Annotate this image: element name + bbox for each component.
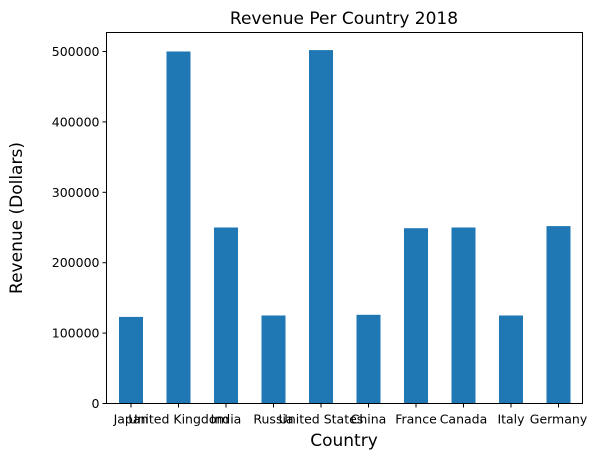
y-tick-label: 400000 [52,114,100,129]
y-axis-title: Revenue (Dollars) [7,142,27,294]
y-axis-ticks: 0 100000 200000 300000 400000 500000 [52,44,107,411]
x-tick-label: United States [279,412,364,427]
y-tick-label: 500000 [52,44,100,59]
bar-russia [261,315,286,404]
y-tick-label: 100000 [52,326,100,341]
x-tick-label: France [395,412,437,427]
bar-japan [119,316,143,404]
chart-title: Revenue Per Country 2018 [230,9,458,29]
bar-germany [546,226,571,404]
x-tick-label: Germany [530,412,588,427]
bar-france [404,228,428,404]
y-tick-label: 300000 [52,185,100,200]
x-tick-label: India [211,412,242,427]
x-axis-title: Country [310,431,378,451]
y-tick-label: 200000 [52,255,100,270]
x-tick-label: United Kingdom [128,412,228,427]
x-tick-label: China [351,412,387,427]
x-tick-label: Japan [113,412,149,427]
plot-frame [106,32,583,404]
bar-canada [451,227,476,404]
y-tick-label: 0 [92,396,100,411]
bar-united-kingdom [166,51,191,404]
bar-italy [499,315,523,404]
x-tick-label: Italy [497,412,525,427]
bars-group [119,50,571,404]
bar-united-states [309,50,333,404]
x-tick-label: Russia [253,412,293,427]
bar-china [356,314,381,404]
bar-india [214,227,238,404]
x-tick-label: Canada [440,412,488,427]
